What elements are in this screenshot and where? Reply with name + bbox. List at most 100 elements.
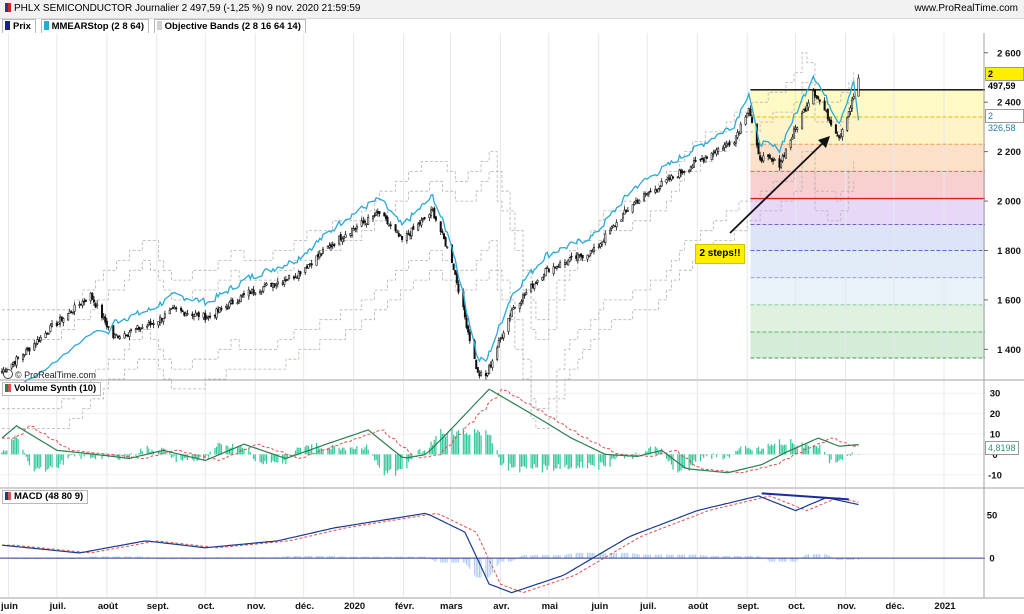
candle-body xyxy=(691,165,694,169)
candle-body xyxy=(497,340,500,348)
candle-body xyxy=(531,283,534,289)
volume-y-tick-label: 30 xyxy=(990,389,1001,400)
candle-body xyxy=(130,329,133,332)
candle-body xyxy=(634,200,637,204)
candle-body xyxy=(46,333,49,335)
candle-body xyxy=(642,193,646,201)
x-tick-label: nov. xyxy=(837,601,856,612)
candle-body xyxy=(139,327,142,330)
candle-body xyxy=(399,234,402,237)
candle-body xyxy=(692,160,696,168)
candle-body xyxy=(625,210,628,212)
x-tick-label: sept. xyxy=(147,601,169,612)
candle-body xyxy=(423,217,426,220)
copyright-icon xyxy=(3,369,13,379)
candle-body xyxy=(715,149,718,155)
candle-body xyxy=(225,306,228,309)
volume-value-tag: 4,8198 xyxy=(985,441,1019,455)
candle-body xyxy=(621,213,625,219)
candle-body xyxy=(321,248,325,254)
candle-body xyxy=(104,316,107,323)
candle-body xyxy=(796,127,799,130)
candle-body xyxy=(378,211,381,215)
candle-body xyxy=(39,336,42,341)
candle-body xyxy=(518,303,521,309)
candle-body xyxy=(363,220,366,223)
candle-body xyxy=(373,214,376,217)
candle-body xyxy=(78,304,81,307)
candle-body xyxy=(318,252,321,258)
candle-body xyxy=(420,219,423,226)
candle-body xyxy=(191,313,194,316)
x-tick-label: déc. xyxy=(885,601,904,612)
candle-body xyxy=(688,169,691,173)
candle-body xyxy=(781,155,784,162)
candle-body xyxy=(152,323,155,325)
candle-body xyxy=(554,266,557,269)
website-link[interactable]: www.ProRealTime.com xyxy=(914,3,1018,14)
macd-panel-title[interactable]: MACD (48 80 9) xyxy=(2,490,89,504)
candle-body xyxy=(276,281,279,285)
candle-body xyxy=(249,290,252,295)
candle-body xyxy=(228,302,231,308)
candle-body xyxy=(36,339,39,344)
candle-body xyxy=(565,263,568,265)
candle-body xyxy=(288,275,291,279)
candle-body xyxy=(759,155,762,160)
stop-price-tag: 2 326,58 xyxy=(985,109,1024,133)
candle-body xyxy=(242,293,245,295)
candle-body xyxy=(296,276,299,279)
candle-body xyxy=(102,316,105,318)
candle-body xyxy=(486,372,489,376)
candle-body xyxy=(297,271,300,279)
candle-body xyxy=(789,139,792,148)
candle-body xyxy=(702,158,705,162)
candle-body xyxy=(807,102,810,108)
candle-body xyxy=(284,279,287,281)
candle-body xyxy=(417,223,420,231)
candle-body xyxy=(575,255,578,259)
candle-body xyxy=(44,332,47,339)
candle-body xyxy=(513,306,516,309)
candle-body xyxy=(34,343,37,346)
objective-zone xyxy=(750,198,985,225)
macd-y-tick-label: 0 xyxy=(989,554,994,565)
candle-body xyxy=(283,280,286,285)
x-tick-label: août xyxy=(98,601,119,612)
candle-body xyxy=(12,361,15,365)
volume-y-tick-label: -10 xyxy=(988,470,1002,481)
candle-body xyxy=(620,219,623,222)
candle-body xyxy=(55,322,58,327)
candle-body xyxy=(159,316,162,323)
x-tick-label: oct. xyxy=(788,601,805,612)
candle-body xyxy=(304,267,307,273)
candle-body xyxy=(171,307,175,309)
candle-body xyxy=(259,290,262,294)
candle-body xyxy=(62,317,65,323)
candle-body xyxy=(247,289,250,297)
candle-body xyxy=(725,142,728,147)
candle-body xyxy=(631,204,634,213)
candle-body xyxy=(838,136,841,139)
candle-body xyxy=(484,373,487,377)
candle-body xyxy=(81,301,84,306)
candle-body xyxy=(315,255,318,266)
candle-body xyxy=(213,314,216,317)
candle-body xyxy=(646,193,649,196)
annotation-arrow xyxy=(729,139,827,234)
candle-body xyxy=(215,308,218,319)
candle-body xyxy=(138,326,141,330)
candle-body xyxy=(676,176,679,179)
price-swatch-icon xyxy=(5,21,10,30)
candle-body xyxy=(220,308,223,310)
volume-y-tick-label: 0 xyxy=(992,450,997,461)
candle-body xyxy=(760,158,763,162)
candle-body xyxy=(286,279,289,281)
y-tick-label: 1 600 xyxy=(997,295,1021,306)
candle-body xyxy=(813,90,816,97)
candle-body xyxy=(150,323,154,325)
candle-body xyxy=(13,361,16,365)
candle-body xyxy=(802,109,805,113)
volume-panel-title[interactable]: Volume Synth (10) xyxy=(2,382,102,396)
